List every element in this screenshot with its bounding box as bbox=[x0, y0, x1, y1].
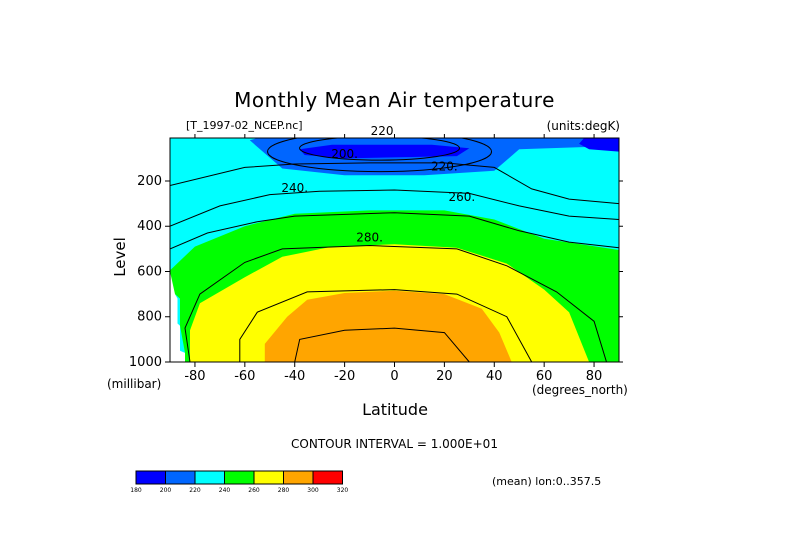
units-label: (units:degK) bbox=[546, 119, 620, 133]
contour-line bbox=[267, 138, 492, 173]
colorbar-swatch bbox=[253, 470, 284, 485]
colorbar-swatch bbox=[165, 470, 196, 485]
colorbar-label: 180 bbox=[130, 487, 142, 494]
colorbar-swatch bbox=[194, 470, 225, 485]
x-axis-unit: (degrees_north) bbox=[532, 383, 628, 397]
y-axis-label: Level bbox=[110, 237, 129, 277]
contour-line bbox=[294, 327, 470, 362]
source-label: [T_1997-02_NCEP.nc] bbox=[186, 119, 303, 132]
colorbar-label: 320 bbox=[337, 487, 349, 494]
missing-data-region bbox=[170, 271, 185, 362]
colorbar-label: 260 bbox=[248, 487, 260, 494]
contour-label: 240. bbox=[281, 181, 308, 195]
contour-line bbox=[184, 244, 607, 362]
contour-label: 200. bbox=[331, 147, 358, 161]
region-band-280-300 bbox=[264, 290, 512, 362]
y-tick-label: 800 bbox=[137, 310, 162, 325]
colorbar-label: 280 bbox=[278, 487, 290, 494]
x-tick-label: 80 bbox=[586, 369, 603, 384]
y-tick-label: 200 bbox=[137, 174, 162, 189]
y-axis-unit: (millibar) bbox=[107, 377, 162, 391]
contour-label: 260. bbox=[448, 190, 475, 204]
x-tick-label: 40 bbox=[486, 369, 503, 384]
colorbar-swatch bbox=[312, 470, 343, 485]
contour-line bbox=[170, 189, 619, 227]
y-tick-label: 1000 bbox=[129, 355, 162, 370]
contour-line bbox=[170, 162, 619, 205]
x-tick-label: 0 bbox=[390, 369, 398, 384]
colorbar-swatch bbox=[135, 470, 166, 485]
x-tick-label: -60 bbox=[234, 369, 255, 384]
x-tick-label: 20 bbox=[436, 369, 453, 384]
contour-line bbox=[170, 212, 619, 250]
contour-field bbox=[170, 138, 619, 362]
contour-interval-label: CONTOUR INTERVAL = 1.000E+01 bbox=[291, 437, 498, 451]
x-tick-label: -20 bbox=[334, 369, 355, 384]
x-tick-label: -80 bbox=[184, 369, 205, 384]
colorbar-swatch bbox=[283, 470, 314, 485]
x-axis-label: Latitude bbox=[362, 400, 428, 419]
chart-title: Monthly Mean Air temperature bbox=[234, 88, 555, 112]
x-tick-label: -40 bbox=[284, 369, 305, 384]
contour-label: 280. bbox=[356, 231, 383, 245]
y-tick-label: 600 bbox=[137, 264, 162, 279]
colorbar-label: 220 bbox=[189, 487, 201, 494]
colorbar-label: 300 bbox=[307, 487, 319, 494]
contour-line bbox=[299, 138, 461, 161]
x-tick-label: 60 bbox=[536, 369, 553, 384]
contour-label: 220. bbox=[431, 159, 458, 173]
contour-line bbox=[239, 289, 533, 362]
region-band-180-200 bbox=[299, 144, 470, 159]
contour-label: 220 bbox=[371, 124, 394, 138]
colorbar-swatch bbox=[224, 470, 255, 485]
region-band-180-200-north bbox=[579, 138, 619, 152]
mean-note: (mean) lon:0..357.5 bbox=[492, 475, 602, 488]
colorbar-label: 240 bbox=[219, 487, 231, 494]
y-tick-label: 400 bbox=[137, 219, 162, 234]
colorbar-label: 200 bbox=[160, 487, 172, 494]
